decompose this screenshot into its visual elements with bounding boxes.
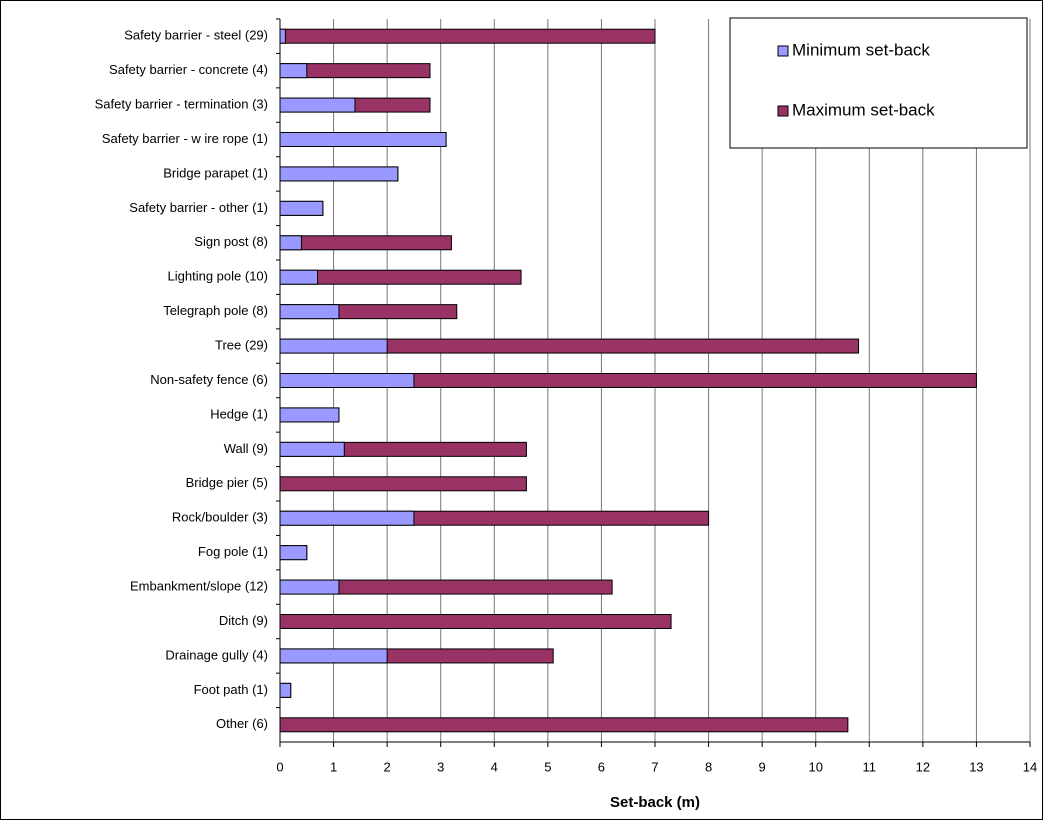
x-tick-label: 3 [437, 759, 444, 774]
bar [279, 235, 302, 251]
bar [279, 304, 340, 320]
x-tick-label: 14 [1023, 759, 1037, 774]
y-tick-label: Embankment/slope (12) [130, 579, 268, 594]
legend: Minimum set-back Maximum set-back [729, 17, 1028, 149]
y-tick-label: Fog pole (1) [198, 544, 268, 559]
bar [279, 545, 308, 561]
x-tick-label: 8 [705, 759, 712, 774]
bar [279, 200, 324, 216]
y-tick-label: Safety barrier - other (1) [129, 200, 268, 215]
y-tick-label: Sign post (8) [194, 234, 268, 249]
x-axis-title: Set-back (m) [610, 794, 700, 811]
bar [279, 373, 415, 388]
y-tick-label: Bridge parapet (1) [163, 165, 268, 180]
bar [279, 476, 527, 492]
y-tick-label: Safety barrier - steel (29) [124, 28, 268, 43]
x-tick-label: 6 [598, 759, 605, 774]
legend-swatch [777, 45, 789, 57]
bar [279, 717, 849, 733]
y-tick-label: Rock/boulder (3) [172, 510, 268, 525]
legend-label: Minimum set-back [792, 40, 930, 59]
x-tick-label: 7 [651, 759, 658, 774]
y-tick-label: Safety barrier - concrete (4) [109, 62, 268, 77]
y-tick-label: Safety barrier - w ire rope (1) [102, 131, 268, 146]
bar [279, 441, 345, 457]
x-tick-label: 2 [384, 759, 391, 774]
bar [279, 235, 452, 251]
legend-swatch [777, 105, 789, 117]
y-tick-label: Safety barrier - termination (3) [95, 97, 268, 112]
bar [279, 614, 672, 629]
bar [279, 28, 286, 44]
x-tick-label: 9 [759, 759, 766, 774]
x-tick-label: 5 [544, 759, 551, 774]
x-tick-label: 12 [916, 759, 930, 774]
y-tick-label: Lighting pole (10) [168, 269, 268, 284]
y-tick-label: Bridge pier (5) [186, 475, 268, 490]
y-tick-label: Ditch (9) [219, 613, 268, 628]
bar [279, 338, 388, 354]
bar [279, 579, 340, 595]
y-tick-label: Foot path (1) [194, 682, 268, 697]
bar [279, 407, 340, 423]
x-tick-label: 4 [491, 759, 498, 774]
y-tick-label: Telegraph pole (8) [163, 303, 268, 318]
bar [279, 63, 308, 79]
bar [279, 510, 415, 526]
bar [279, 166, 399, 182]
y-tick-label: Non-safety fence (6) [150, 372, 268, 387]
bar [279, 97, 356, 113]
bar [279, 28, 656, 44]
bar [279, 682, 292, 698]
bar [279, 648, 388, 664]
x-tick-label: 1 [330, 759, 337, 774]
y-tick-label: Other (6) [216, 716, 268, 731]
y-tick-label: Tree (29) [215, 338, 268, 353]
x-tick-label: 11 [863, 759, 877, 774]
x-tick-label: 10 [808, 759, 822, 774]
x-tick-label: 13 [969, 759, 983, 774]
legend-box [729, 17, 1028, 149]
x-tick-label: 0 [276, 759, 283, 774]
y-tick-label: Wall (9) [224, 441, 268, 456]
y-tick-label: Drainage gully (4) [165, 647, 268, 662]
bar [279, 132, 447, 147]
y-tick-label: Hedge (1) [210, 406, 268, 421]
bar [279, 269, 318, 285]
legend-label: Maximum set-back [792, 100, 935, 119]
